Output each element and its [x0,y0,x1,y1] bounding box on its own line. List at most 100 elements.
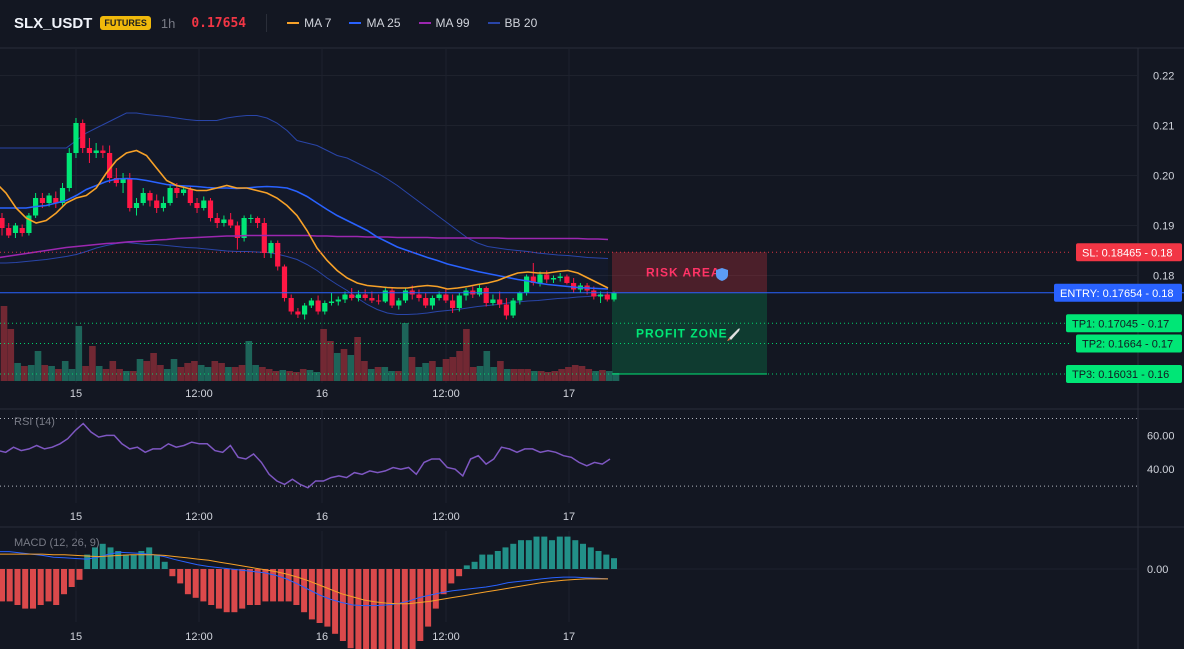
legend-ma7[interactable]: MA 7 [287,16,331,30]
volume-bar [517,369,525,381]
macd-histogram-bar [456,569,463,577]
symbol-name[interactable]: SLX_USDT [14,14,93,32]
profit-zone-label: PROFIT ZONE [636,326,728,340]
legend-ma99[interactable]: MA 99 [418,16,470,30]
volume-bar [490,367,497,381]
time-axis-tick: 16 [316,388,328,400]
candle-body [275,243,281,267]
candle-body [214,218,220,223]
candle-body [322,303,328,312]
macd-histogram-bar [611,558,617,569]
legend-ma25[interactable]: MA 25 [349,16,401,30]
macd-axis-tick: 0.00 [1147,564,1168,576]
macd-histogram-bar [192,569,199,598]
volume-bar [82,366,89,381]
candle-body [12,225,19,233]
volume-bar [7,329,15,381]
macd-histogram-bar [316,569,323,623]
candle-body [120,178,126,183]
time-axis-tick: 15 [70,388,82,400]
bb20-swatch [487,22,500,24]
macd-histogram-bar [208,569,215,605]
volume-bar [55,369,62,381]
macd-histogram-bar [0,569,5,602]
macd-histogram-bar [448,569,455,584]
time-axis-tick: 16 [316,511,328,523]
macd-histogram-bar [533,536,540,569]
volume-bar [191,361,198,381]
candle-body [315,300,321,312]
ma7-swatch [287,22,300,24]
volume-bar [48,366,55,381]
macd-histogram-bar [572,540,579,569]
bollinger-band-fill [0,113,608,315]
legend-bb20[interactable]: BB 20 [487,16,537,30]
shield-icon [716,268,728,281]
candle-body [497,299,503,305]
candle-body [423,298,429,306]
candle-body [342,294,348,300]
time-axis-tick: 12:00 [432,388,460,400]
volume-bar [238,365,246,381]
candle-body [59,188,66,203]
macd-histogram-bar [363,569,370,649]
macd-histogram-bar [549,540,555,569]
volume-bar [197,365,205,381]
candle-body [86,148,92,153]
volume-bar [408,357,416,381]
price-label-box [1076,243,1182,262]
volume-bar [272,371,280,381]
candle-body [382,290,388,302]
macd-histogram-bar [401,569,408,649]
time-axis-tick: 17 [563,388,575,400]
macd-histogram-bar [440,569,447,595]
candle-body [6,228,12,236]
volume-bar [75,326,83,381]
last-price: 0.17654 [191,15,247,31]
candle-body [544,274,550,280]
volume-bar [259,367,266,381]
candle-body [73,123,79,153]
macd-histogram-bar [215,569,222,609]
macd-histogram-bar [595,551,602,569]
volume-bar [109,361,117,381]
candle-body [335,299,341,302]
volume-bar [347,355,355,381]
candle-body [597,294,604,297]
macd-histogram-bar [293,569,300,605]
candle-body [194,203,200,208]
candle-body [537,274,543,283]
time-axis-tick: 15 [70,511,82,523]
candle-body [39,198,45,203]
macd-histogram-bar [84,554,91,569]
volume-bar [333,353,341,381]
candle-body [288,298,294,312]
macd-histogram-bar [409,569,416,649]
candle-body [113,178,119,183]
price-label-box [1066,364,1182,383]
price-axis-tick: 0.22 [1153,71,1174,83]
candle-body [369,298,375,301]
time-axis-tick: 16 [316,631,328,643]
macd-histogram-bar [564,536,571,569]
volume-bar [537,371,545,381]
timeframe-label[interactable]: 1h [160,15,176,31]
volume-bar [211,361,219,381]
macd-histogram-bar [146,547,153,569]
macd-histogram-bar [556,536,563,569]
candle-body [436,294,442,298]
volume-bar [469,367,477,381]
macd-histogram-bar [277,569,284,602]
volume-bar [340,349,348,381]
candle-body [147,193,153,201]
candle-body [308,300,314,306]
candle-body [46,195,52,203]
macd-histogram-bar [161,561,168,569]
macd-histogram-bar [394,569,401,649]
candle-body [510,300,516,316]
macd-histogram-bar [270,569,277,602]
candle-body [181,189,187,193]
macd-histogram-bar [510,543,517,569]
price-label-text: ENTRY: 0.17654 - 0.18 [1060,288,1174,300]
